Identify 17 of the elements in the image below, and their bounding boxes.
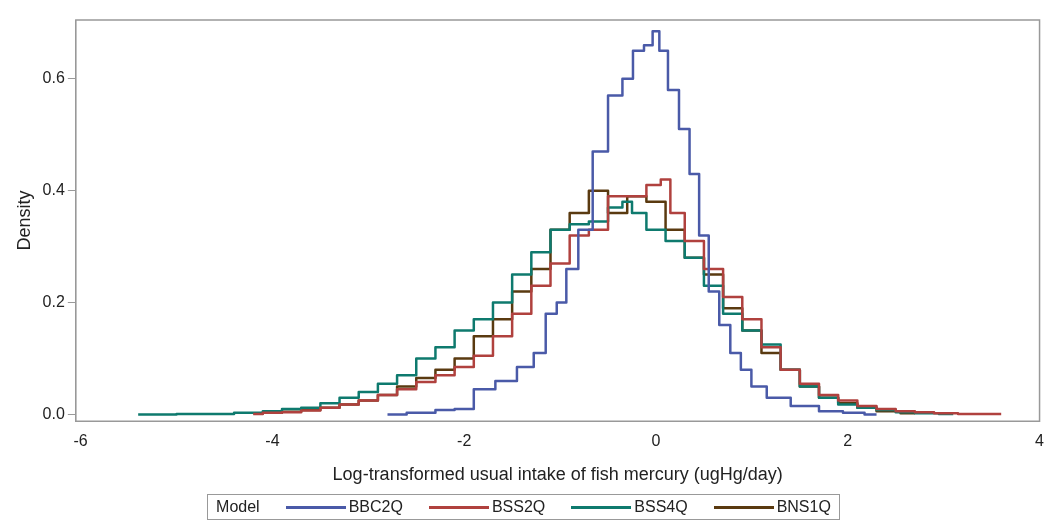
x-tick-label: 4 [1035, 432, 1045, 450]
x-tick-label: 0 [651, 432, 661, 450]
x-axis-title: Log-transformed usual intake of fish mercury (ugHg/day) [332, 464, 783, 485]
legend-label: BBC2Q [348, 498, 403, 516]
legend-label: BNS1Q [776, 498, 831, 516]
x-tick-label: -4 [265, 432, 280, 450]
y-tick-label: 0.4 [42, 181, 65, 199]
y-tick-label: 0.2 [42, 292, 65, 310]
legend-label: BSS4Q [634, 498, 688, 516]
y-tick-label: 0.6 [42, 69, 65, 87]
y-axis-title: Density [13, 190, 34, 251]
legend-title: Model [216, 498, 260, 516]
legend-label: BSS2Q [491, 498, 546, 516]
y-tick-label: 0.0 [42, 404, 65, 422]
x-tick-label: 2 [843, 432, 853, 450]
x-tick-label: -2 [457, 432, 472, 450]
x-tick-label: -6 [73, 432, 88, 450]
